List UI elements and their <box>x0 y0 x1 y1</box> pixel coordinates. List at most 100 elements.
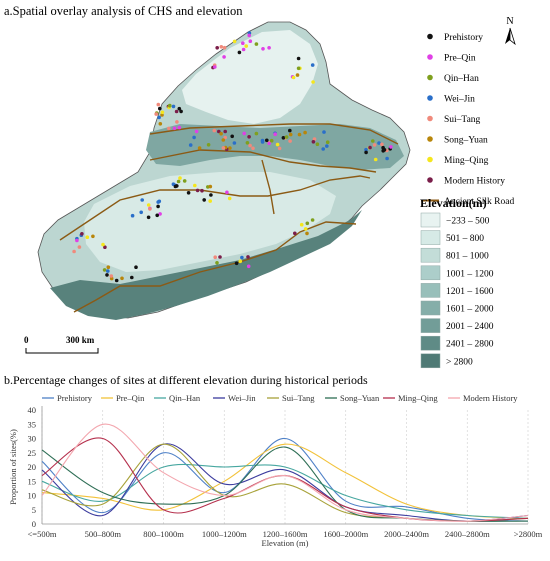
elevation-legend-swatch <box>420 230 441 245</box>
site-point <box>305 231 309 236</box>
kunlun-mountains <box>50 210 362 320</box>
site-point <box>269 138 274 143</box>
legend-label: Ming–Qing <box>398 393 438 403</box>
site-point <box>209 193 213 197</box>
site-point <box>315 142 320 146</box>
site-point <box>80 232 84 236</box>
site-legend-label: Wei–Jin <box>444 95 475 105</box>
site-point <box>186 191 191 195</box>
silk-road-routes <box>59 123 399 313</box>
site-point <box>215 261 219 265</box>
elevation-legend-swatch <box>420 283 441 298</box>
x-tick-label: 500–800m <box>85 529 122 539</box>
site-point <box>241 41 245 45</box>
site-point <box>178 176 182 180</box>
silk-road-central <box>149 149 377 173</box>
site-point <box>177 125 182 130</box>
site-point <box>305 221 310 226</box>
legend-label: Modern History <box>463 393 518 403</box>
tarim-basin <box>84 172 336 272</box>
site-point <box>101 242 105 247</box>
legend-label: Qin–Han <box>169 393 201 403</box>
site-point <box>303 227 308 231</box>
x-tick-label: 2400–2800m <box>445 529 490 539</box>
site-point <box>248 39 253 43</box>
site-point <box>219 45 224 49</box>
site-point <box>223 129 227 134</box>
y-tick-label: 10 <box>28 491 37 501</box>
site-point <box>213 65 217 69</box>
site-point <box>310 63 315 67</box>
dzungaria-basin <box>182 30 318 124</box>
site-point <box>246 255 250 259</box>
site-point <box>311 80 315 84</box>
site-point <box>158 122 163 126</box>
elevation-legend-swatch <box>420 265 441 281</box>
legend-label: Pre–Qin <box>116 393 145 403</box>
site-point <box>275 142 280 147</box>
site-point <box>281 136 286 140</box>
site-point <box>267 46 271 50</box>
site-point <box>291 75 296 80</box>
site-point <box>105 273 109 277</box>
site-point <box>321 147 326 151</box>
site-point <box>155 213 159 218</box>
site-point <box>311 140 316 144</box>
site-legend-marker <box>427 115 433 122</box>
site-point <box>230 134 234 139</box>
site-point <box>148 207 152 211</box>
site-point <box>222 45 227 50</box>
site-point <box>130 275 134 280</box>
site-point <box>385 156 389 161</box>
silk-road-kunlun <box>73 221 357 313</box>
site-point <box>72 249 76 254</box>
site-legend-marker <box>427 156 433 163</box>
site-point <box>368 145 372 150</box>
legend-label: Wei–Jin <box>228 393 256 403</box>
site-point <box>284 135 289 139</box>
site-point <box>237 50 242 55</box>
site-point <box>208 184 213 189</box>
y-tick-label: 30 <box>28 434 37 444</box>
north-arrow: N <box>505 16 516 46</box>
site-point <box>130 213 135 218</box>
site-point <box>217 129 221 134</box>
y-tick-label: 25 <box>28 448 37 458</box>
elevation-legend-swatch <box>420 353 441 369</box>
site-point <box>160 113 164 117</box>
north-label: N <box>506 16 513 27</box>
elevation-legend-label: 801 – 1000 <box>446 252 489 262</box>
site-point <box>240 255 244 260</box>
site-point <box>312 137 317 141</box>
site-point <box>288 139 292 143</box>
site-point <box>364 147 368 152</box>
y-tick-label: 5 <box>32 505 36 515</box>
site-point <box>156 102 161 107</box>
site-point <box>228 146 232 150</box>
site-point <box>146 215 151 220</box>
site-point <box>322 130 326 134</box>
site-point <box>267 141 272 145</box>
site-point <box>193 183 197 188</box>
site-point <box>158 212 162 216</box>
site-point <box>261 47 265 51</box>
site-point <box>109 274 114 278</box>
legend-label: Song–Yuan <box>340 393 380 403</box>
site-legend-marker <box>427 54 433 60</box>
elevation-legend-label: 1601 – 2000 <box>446 305 494 315</box>
site-point <box>218 255 222 259</box>
site-point <box>297 132 302 137</box>
elevation-legend-label: 2001 – 2400 <box>446 322 494 332</box>
y-tick-label: 35 <box>28 419 37 429</box>
panel-b-title: b.Percentage changes of sites at differe… <box>4 373 368 387</box>
site-point <box>102 268 107 272</box>
site-legend-marker <box>427 74 433 81</box>
site-point <box>246 264 251 269</box>
site-point <box>215 46 219 50</box>
site-point <box>245 141 250 145</box>
site-point <box>260 140 265 144</box>
y-tick-label: 0 <box>32 519 36 529</box>
site-point <box>212 128 217 133</box>
site-point <box>254 42 259 46</box>
